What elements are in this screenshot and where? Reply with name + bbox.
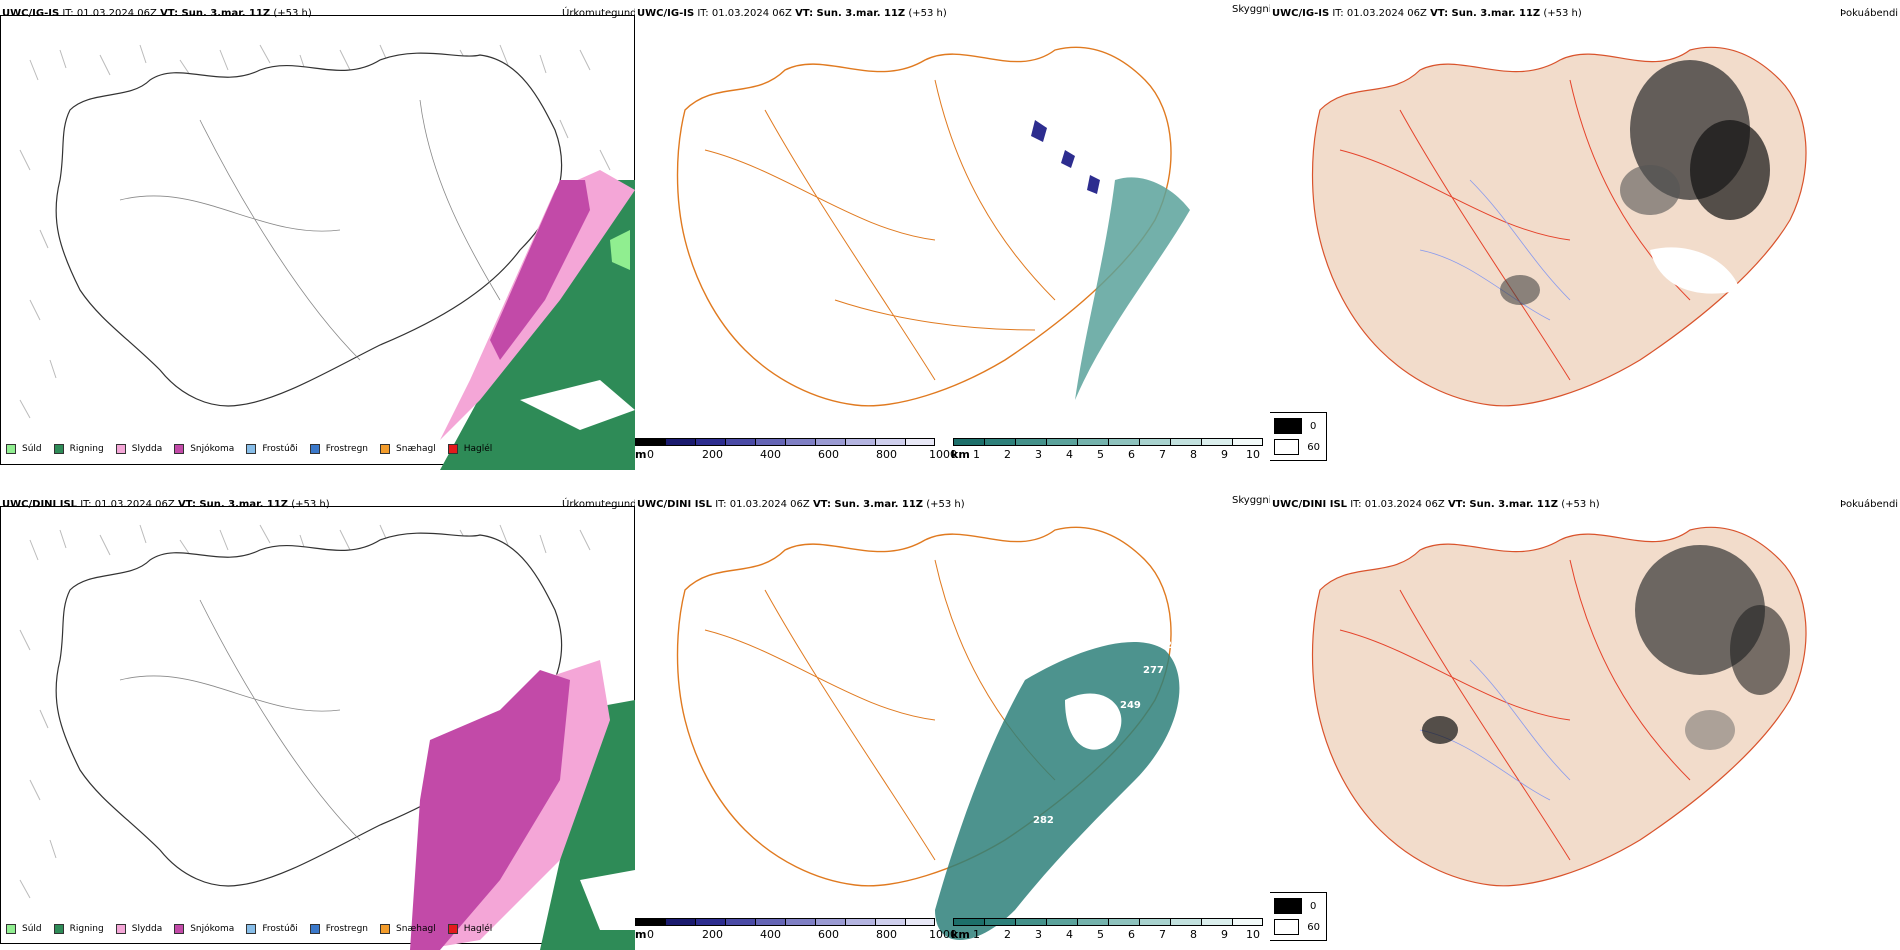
iceland-precip-map xyxy=(19,524,635,950)
fog-panel-2: UWC/DINI ISL IT: 01.03.2024 06Z VT: Sun.… xyxy=(1270,480,1900,950)
panel-title: Skyggni xyxy=(1232,4,1270,15)
fog-panel-1: UWC/IG-IS IT: 01.03.2024 06Z VT: Sun. 3.… xyxy=(1270,0,1900,470)
legend-item: Rigning xyxy=(53,924,104,934)
legend-item: Frostregn xyxy=(309,444,368,454)
visibility-panel-1: UWC/IG-IS IT: 01.03.2024 06Z VT: Sun. 3.… xyxy=(635,0,1270,470)
panel-header: UWC/IG-IS IT: 01.03.2024 06Z VT: Sun. 3.… xyxy=(637,8,947,19)
visibility-colorbar xyxy=(953,918,1263,926)
visibility-panel-2: UWC/DINI ISL IT: 01.03.2024 06Z VT: Sun.… xyxy=(635,480,1270,950)
panel-header: UWC/IG-IS IT: 01.03.2024 06Z VT: Sun. 3.… xyxy=(1272,8,1582,19)
fog-legend: 0 60 xyxy=(1270,892,1327,941)
fog-legend: 0 60 xyxy=(1270,412,1327,461)
legend-item: Slydda xyxy=(115,924,162,934)
legend-item: 0 xyxy=(1274,418,1320,434)
visibility-ticks: km 1 2 3 4 5 6 7 8 9 10 xyxy=(951,448,1260,461)
iceland-visibility-map xyxy=(676,46,1190,407)
legend-item: 0 xyxy=(1274,898,1320,914)
panel-header: UWC/DINI ISL IT: 01.03.2024 06Z VT: Sun.… xyxy=(637,499,965,510)
legend-item: Slydda xyxy=(115,444,162,454)
visibility-colorbar xyxy=(953,438,1263,446)
legend-item: Frostregn xyxy=(309,924,368,934)
panel-title: Þokuábendi xyxy=(1840,8,1899,19)
precip-type-panel-2: UWC/DINI ISL IT: 01.03.2024 06Z VT: Sun.… xyxy=(0,480,635,950)
legend-item: Frostúði xyxy=(246,924,298,934)
legend-item: Snæhagl xyxy=(380,444,436,454)
legend-item: Snjókoma xyxy=(174,444,234,454)
elevation-ticks: m 0 200 400 600 800 1000 xyxy=(635,448,957,461)
panel-title: Úrkomutegund xyxy=(562,499,635,510)
visibility-value-labels: 249 282 277 249 xyxy=(1033,640,1186,826)
panel-header: UWC/DINI ISL IT: 01.03.2024 06Z VT: Sun.… xyxy=(1272,499,1600,510)
legend-item: 60 xyxy=(1274,439,1320,455)
elevation-colorbar xyxy=(635,438,935,446)
elevation-colorbar xyxy=(635,918,935,926)
panel-header: UWC/IG-IS IT: 01.03.2024 06Z VT: Sun. 3.… xyxy=(2,8,312,19)
panel-title: Úrkomutegund xyxy=(562,8,635,19)
precip-legend: Súld Rigning Slydda Snjókoma Frostúði Fr… xyxy=(6,444,504,454)
iceland-precip-map xyxy=(19,44,635,470)
legend-item: Súld xyxy=(6,444,42,454)
legend-item: Súld xyxy=(6,924,42,934)
precip-type-panel-1: UWC/IG-IS IT: 01.03.2024 06Z VT: Sun. 3.… xyxy=(0,0,635,470)
legend-item: Snjókoma xyxy=(174,924,234,934)
legend-item: Snæhagl xyxy=(380,924,436,934)
legend-item: Haglél xyxy=(447,924,492,934)
legend-item: Rigning xyxy=(53,444,104,454)
legend-item: 60 xyxy=(1274,919,1320,935)
precip-legend: Súld Rigning Slydda Snjókoma Frostúði Fr… xyxy=(6,924,504,934)
legend-item: Frostúði xyxy=(246,444,298,454)
iceland-fog-map xyxy=(1311,526,1807,887)
iceland-visibility-map xyxy=(676,526,1180,940)
panel-header: UWC/DINI ISL IT: 01.03.2024 06Z VT: Sun.… xyxy=(2,499,330,510)
panel-title: Þokuábendi xyxy=(1840,499,1899,510)
legend-item: Haglél xyxy=(447,444,492,454)
panel-title: Skyggni xyxy=(1232,495,1270,506)
visibility-ticks: km 1 2 3 4 5 6 7 8 9 10 xyxy=(951,928,1260,941)
iceland-fog-map xyxy=(1311,46,1807,407)
elevation-ticks: m 0 200 400 600 800 1000 xyxy=(635,928,957,941)
